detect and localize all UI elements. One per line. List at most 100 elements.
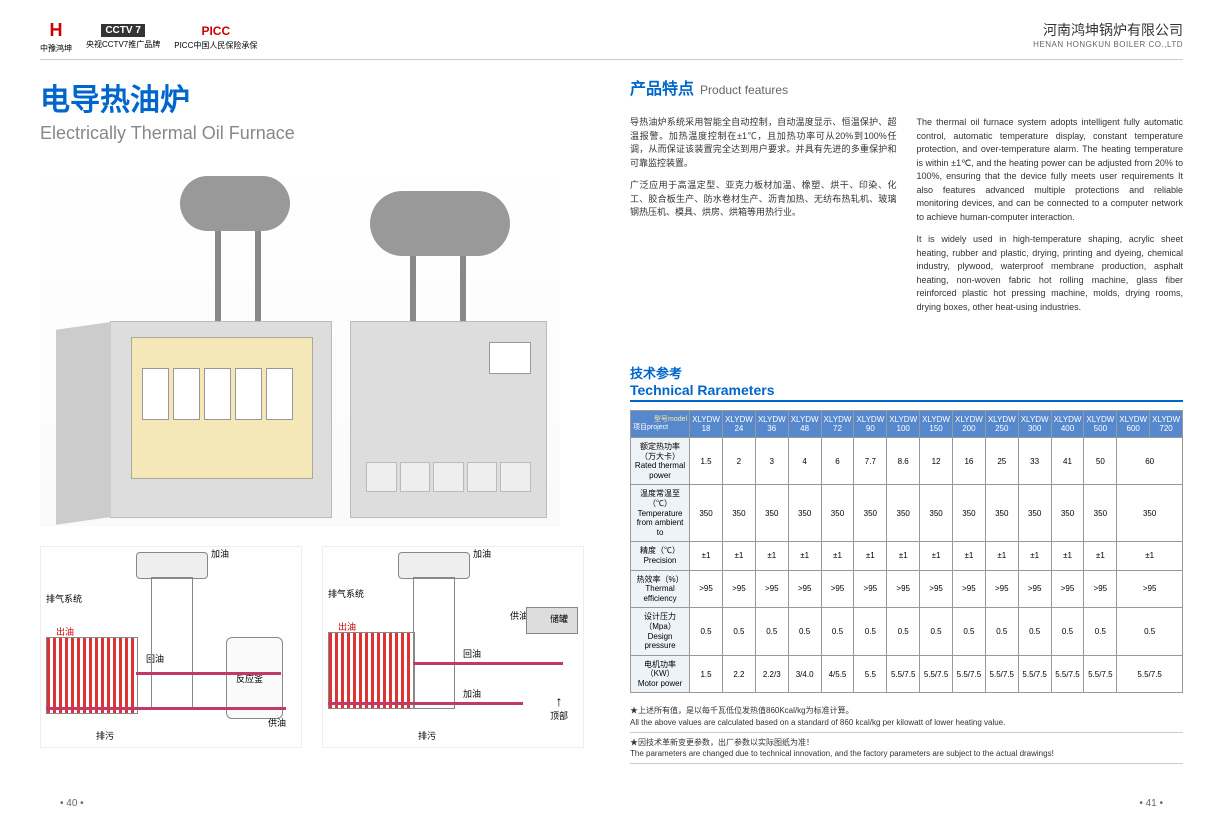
- table-cell: ±1: [755, 542, 788, 570]
- table-cell: 1.5: [690, 655, 723, 693]
- features-head-en: Product features: [700, 83, 788, 97]
- table-cell: 0.5: [821, 608, 854, 655]
- table-cell: ±1: [1084, 542, 1117, 570]
- model-header: XLYDW300: [1018, 411, 1051, 438]
- model-header: XLYDW18: [690, 411, 723, 438]
- table-cell: 5.5/7.5: [887, 655, 920, 693]
- model-header: XLYDW150: [920, 411, 953, 438]
- schematic-2: 加油 排气系统 出油 供油 储罐 回油 加油 排污 ↑ 顶部: [322, 546, 584, 748]
- table-cell: >95: [854, 570, 887, 608]
- table-cell: 350: [887, 485, 920, 542]
- table-cell: ±1: [854, 542, 887, 570]
- table-cell: >95: [722, 570, 755, 608]
- table-cell: 60: [1117, 438, 1183, 485]
- title-en: Electrically Thermal Oil Furnace: [40, 123, 600, 144]
- model-header: XLYDW720: [1150, 411, 1183, 438]
- row-label: 额定热功率 （万大卡） Rated thermal power: [631, 438, 690, 485]
- table-cell: 3/4.0: [788, 655, 821, 693]
- table-cell: 50: [1084, 438, 1117, 485]
- table-cell: 0.5: [1051, 608, 1084, 655]
- table-cell: 2.2/3: [755, 655, 788, 693]
- table-cell: 1.5: [690, 438, 723, 485]
- model-header: XLYDW36: [755, 411, 788, 438]
- table-cell: 2: [722, 438, 755, 485]
- note-1: ★上述所有值，是以每千瓦低位发热值860Kcal/kg为标准计算。 All th…: [630, 701, 1183, 732]
- table-cell: >95: [788, 570, 821, 608]
- table-cell: >95: [985, 570, 1018, 608]
- table-cell: ±1: [887, 542, 920, 570]
- model-header: XLYDW100: [887, 411, 920, 438]
- model-header: XLYDW500: [1084, 411, 1117, 438]
- table-cell: >95: [887, 570, 920, 608]
- table-cell: 8.6: [887, 438, 920, 485]
- table-cell: 16: [952, 438, 985, 485]
- table-cell: 5.5/7.5: [1018, 655, 1051, 693]
- title-cn: 电导热油炉: [40, 75, 600, 119]
- table-cell: 3: [755, 438, 788, 485]
- row-label: 精度（℃） Precision: [631, 542, 690, 570]
- table-cell: >95: [1018, 570, 1051, 608]
- table-cell: ±1: [1051, 542, 1084, 570]
- parameters-table: 型号model 项目project XLYDW18XLYDW24XLYDW36X…: [630, 410, 1183, 693]
- table-cell: 41: [1051, 438, 1084, 485]
- logo-bar: H 中豫鸿坤 CCTV 7 央视CCTV7推广品牌 PICC PICC中国人民保…: [40, 20, 257, 54]
- table-cell: 350: [952, 485, 985, 542]
- model-header: XLYDW48: [788, 411, 821, 438]
- table-cell: 350: [1084, 485, 1117, 542]
- table-cell: >95: [821, 570, 854, 608]
- table-cell: 33: [1018, 438, 1051, 485]
- table-cell: 7.7: [854, 438, 887, 485]
- page-left: • 40 •: [60, 798, 84, 809]
- table-cell: 350: [755, 485, 788, 542]
- table-cell: ±1: [1117, 542, 1183, 570]
- table-cell: 4: [788, 438, 821, 485]
- feature-p1-cn: 导热油炉系统采用智能全自动控制，自动温度显示、恒温保护、超温报警。加热温度控制在…: [630, 116, 897, 170]
- table-cell: 350: [985, 485, 1018, 542]
- row-label: 温度常温至（℃） Temperature from ambient to: [631, 485, 690, 542]
- table-cell: 0.5: [788, 608, 821, 655]
- table-cell: 0.5: [985, 608, 1018, 655]
- table-cell: 0.5: [690, 608, 723, 655]
- schematic-1: 加油 排气系统 出油 回油 反应釜 供油 排污: [40, 546, 302, 748]
- note-2: ★因技术革新变更参数，出厂参数以实际图纸为准！ The parameters a…: [630, 733, 1183, 764]
- table-cell: 5.5/7.5: [1084, 655, 1117, 693]
- feature-p2-en: It is widely used in high-temperature sh…: [917, 233, 1184, 314]
- row-label: 电机功率（KW） Motor power: [631, 655, 690, 693]
- company-block: 河南鸿坤锅炉有限公司 HENAN HONGKUN BOILER CO.,LTD: [1033, 20, 1183, 54]
- table-cell: 12: [920, 438, 953, 485]
- row-label: 设计压力（Mpa） Design pressure: [631, 608, 690, 655]
- picc-logo: PICC: [201, 24, 230, 38]
- table-cell: ±1: [952, 542, 985, 570]
- table-cell: 0.5: [722, 608, 755, 655]
- tech-head-cn: 技术参考: [630, 363, 1183, 382]
- company-cn: 河南鸿坤锅炉有限公司: [1033, 20, 1183, 40]
- table-cell: 0.5: [952, 608, 985, 655]
- logo3-sub: PICC中国人民保险承保: [174, 40, 257, 51]
- table-cell: 0.5: [854, 608, 887, 655]
- table-cell: 2.2: [722, 655, 755, 693]
- table-cell: 0.5: [1018, 608, 1051, 655]
- table-cell: 5.5/7.5: [1117, 655, 1183, 693]
- table-cell: 350: [1018, 485, 1051, 542]
- page-right: • 41 •: [1139, 798, 1163, 809]
- table-cell: 0.5: [1117, 608, 1183, 655]
- table-cell: ±1: [920, 542, 953, 570]
- model-header: XLYDW72: [821, 411, 854, 438]
- table-cell: 5.5/7.5: [952, 655, 985, 693]
- row-label: 热效率（%） Thermal efficiency: [631, 570, 690, 608]
- model-header: XLYDW400: [1051, 411, 1084, 438]
- table-cell: ±1: [690, 542, 723, 570]
- table-cell: 25: [985, 438, 1018, 485]
- table-cell: >95: [1051, 570, 1084, 608]
- table-cell: 6: [821, 438, 854, 485]
- table-cell: 350: [690, 485, 723, 542]
- table-cell: >95: [920, 570, 953, 608]
- table-cell: 350: [854, 485, 887, 542]
- table-cell: 5.5/7.5: [1051, 655, 1084, 693]
- model-header: XLYDW250: [985, 411, 1018, 438]
- model-header: XLYDW90: [854, 411, 887, 438]
- table-cell: 350: [1051, 485, 1084, 542]
- table-cell: 5.5: [854, 655, 887, 693]
- table-cell: ±1: [985, 542, 1018, 570]
- features-head-cn: 产品特点: [630, 75, 694, 99]
